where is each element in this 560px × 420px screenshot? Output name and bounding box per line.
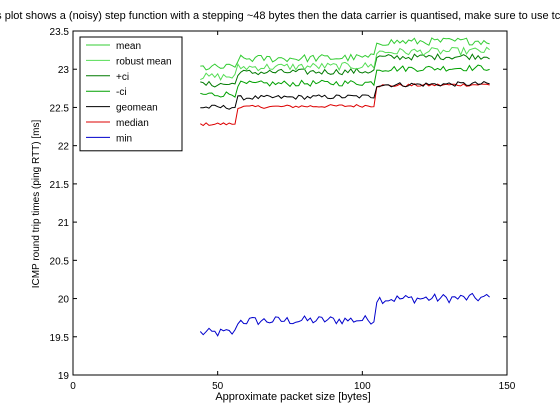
- legend-label: geomean: [116, 103, 158, 114]
- series-layer: [199, 37, 490, 337]
- x-tick-label: 150: [499, 381, 516, 392]
- y-tick-label: 23.5: [50, 27, 70, 38]
- chart-title: If this plot shows a (noisy) step functi…: [0, 10, 560, 22]
- y-tick-label: 22: [58, 142, 70, 153]
- legend-label: mean: [116, 41, 141, 52]
- legend-label: min: [116, 133, 132, 144]
- series-line-geomean: [200, 81, 490, 110]
- legend-label: +ci: [116, 72, 129, 83]
- ticks-layer: 0 50 100 150 19 19.5 20 20.5 21 21.5 22 22.5 23 23.5: [50, 27, 516, 392]
- y-tick-label: 23: [58, 65, 70, 76]
- y-tick-label: 20: [58, 295, 70, 306]
- series-line--ci: [200, 64, 490, 98]
- x-axis-label: Approximate packet size [bytes]: [215, 391, 370, 403]
- y-tick-label: 21: [58, 218, 70, 229]
- y-tick-label: 22.5: [50, 103, 70, 114]
- series-line-mean: [200, 37, 490, 71]
- y-tick-label: 20.5: [50, 256, 70, 267]
- y-tick-label: 19: [58, 371, 70, 382]
- x-tick-label: 100: [354, 381, 371, 392]
- series-line--ci: [200, 53, 490, 88]
- series-line-robust-mean: [200, 46, 490, 82]
- x-tick-label: 50: [212, 381, 224, 392]
- legend-label: robust mean: [116, 56, 172, 67]
- y-axis-label: ICMP round trip times (ping RTT) [ms]: [31, 120, 42, 289]
- y-tick-label: 21.5: [50, 180, 70, 191]
- legend: mean robust mean +ci -ci geomean median min: [79, 36, 183, 152]
- x-tick-label: 0: [70, 381, 76, 392]
- legend-label: -ci: [116, 87, 127, 98]
- legend-box: [79, 36, 183, 152]
- series-line-min: [199, 292, 490, 337]
- legend-label: median: [116, 118, 149, 129]
- y-tick-label: 19.5: [50, 333, 70, 344]
